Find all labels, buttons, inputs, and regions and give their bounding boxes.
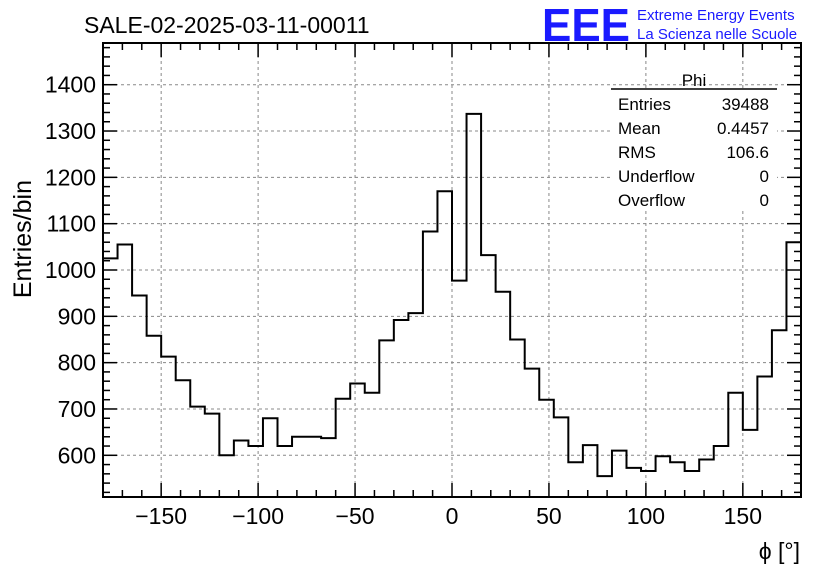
stats-value: 0.4457 bbox=[717, 119, 769, 138]
stats-value: 0 bbox=[760, 167, 769, 186]
y-tick-label: 600 bbox=[58, 442, 96, 468]
x-tick-label: 150 bbox=[724, 503, 762, 529]
x-tick-label: 0 bbox=[446, 503, 459, 529]
stats-box-rows: Entries 39488 Mean 0.4457 RMS 106.6 Underflow 0… bbox=[618, 95, 769, 210]
y-tick-label: 1400 bbox=[45, 72, 96, 98]
stats-box: Phi Entries 39488 Mean 0.4457 RMS 106.6 Underf… bbox=[611, 71, 777, 210]
stats-label: Mean bbox=[618, 119, 661, 138]
stats-label: Underflow bbox=[618, 167, 695, 186]
y-tick-label: 700 bbox=[58, 396, 96, 422]
stats-label: RMS bbox=[618, 143, 656, 162]
stats-value: 39488 bbox=[722, 95, 769, 114]
x-tick-label: 50 bbox=[536, 503, 562, 529]
stats-label: Entries bbox=[618, 95, 671, 114]
x-tick-label: −50 bbox=[336, 503, 375, 529]
x-axis-ticks bbox=[102, 43, 802, 497]
chart-title: SALE-02-2025-03-11-00011 bbox=[84, 12, 370, 38]
x-tick-label: −100 bbox=[232, 503, 284, 529]
stats-box-title: Phi bbox=[682, 71, 707, 90]
x-axis-label: ϕ [°] bbox=[759, 538, 800, 564]
y-tick-label: 1000 bbox=[45, 257, 96, 283]
histogram-step-line bbox=[103, 112, 802, 478]
y-tick-labels: 600 700 800 900 1000 1100 1200 1300 1400 bbox=[45, 72, 96, 469]
y-tick-label: 800 bbox=[58, 350, 96, 376]
y-axis-ticks bbox=[103, 46, 801, 494]
x-tick-label: −150 bbox=[135, 503, 187, 529]
x-tick-labels: −150 −100 −50 0 50 100 150 bbox=[135, 503, 762, 529]
stats-value: 0 bbox=[760, 191, 769, 210]
x-tick-label: 100 bbox=[627, 503, 665, 529]
stats-value: 106.6 bbox=[726, 143, 769, 162]
y-tick-label: 1200 bbox=[45, 164, 96, 190]
y-tick-label: 1100 bbox=[47, 211, 96, 237]
y-tick-label: 900 bbox=[58, 303, 96, 329]
y-axis-label: Entries/bin bbox=[9, 180, 37, 298]
org-name-line2: La Scienza nelle Scuole bbox=[637, 26, 797, 43]
y-tick-label: 1300 bbox=[45, 118, 96, 144]
stats-box-background bbox=[611, 88, 777, 210]
eee-logo: EEE bbox=[542, 0, 630, 51]
stats-label: Overflow bbox=[618, 191, 686, 210]
org-name-line1: Extreme Energy Events bbox=[637, 7, 795, 24]
